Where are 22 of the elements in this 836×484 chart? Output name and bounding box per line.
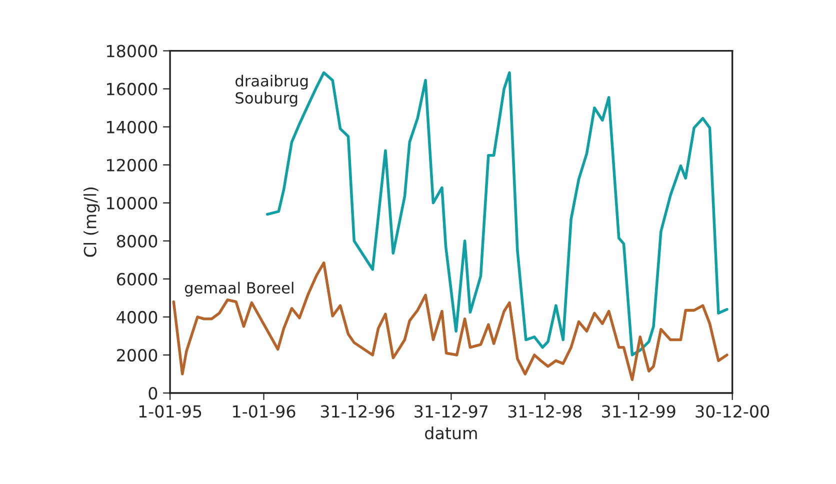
y-tick-label: 16000 — [107, 82, 158, 96]
line-series — [172, 261, 728, 382]
x-tick-label: 30-12-00 — [696, 405, 770, 418]
x-tick-label: 31-12-96 — [320, 405, 394, 418]
y-tick-label: 6000 — [116, 272, 158, 286]
series-label: gemaal Boreel — [184, 282, 294, 297]
x-tick-label: 1-01-95 — [139, 405, 202, 418]
x-axis-title: datum — [425, 426, 477, 440]
y-tick-label: 0 — [148, 386, 158, 400]
y-tick-label: 8000 — [116, 234, 158, 248]
y-tick-label: 14000 — [107, 120, 158, 134]
y-tick-label: 18000 — [107, 44, 158, 58]
series-label: draaibrug Souburg — [236, 74, 308, 107]
x-tick-label: 31-12-98 — [508, 405, 582, 418]
y-tick-label: 2000 — [117, 348, 158, 362]
y-tick-label: 12000 — [107, 158, 158, 172]
x-tick-label: 31-12-99 — [602, 405, 676, 418]
x-tick-label: 1-01-96 — [233, 405, 296, 418]
x-tick-label: 31-12-97 — [414, 405, 488, 418]
y-tick-label: 4000 — [116, 310, 158, 324]
y-tick-label: 10000 — [107, 196, 158, 210]
y-axis-title: Cl (mg/l) — [84, 188, 100, 257]
